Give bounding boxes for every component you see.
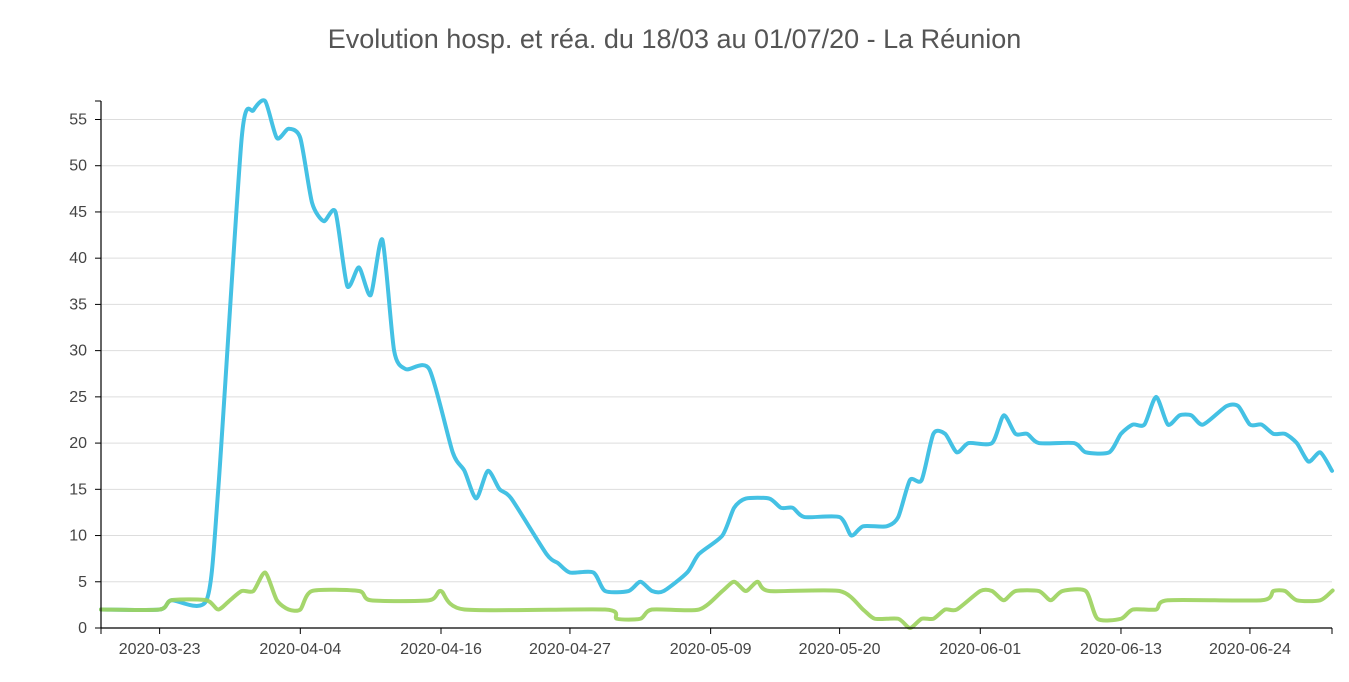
x-tick-label: 2020-04-27: [529, 641, 611, 658]
x-tick-label: 2020-04-16: [400, 641, 482, 658]
y-tick-label: 0: [78, 620, 87, 637]
y-tick-label: 10: [69, 528, 87, 545]
chart-title: Evolution hosp. et réa. du 18/03 au 01/0…: [327, 24, 1022, 54]
x-tick-label: 2020-06-01: [939, 641, 1021, 658]
gridlines: [101, 118, 1332, 583]
x-tick-label: 2020-05-09: [670, 641, 752, 658]
x-tick-label: 2020-06-13: [1080, 641, 1162, 658]
y-tick-label: 5: [78, 574, 87, 591]
series-line-1: [99, 98, 1334, 612]
y-tick-label: 45: [69, 204, 87, 221]
y-tick-label: 15: [69, 481, 87, 498]
x-tick-label: 2020-04-04: [259, 641, 341, 658]
y-tick-label: 30: [69, 343, 87, 360]
y-tick-label: 35: [69, 296, 87, 313]
y-tick-label: 50: [69, 158, 87, 175]
y-tick-label: 55: [69, 111, 87, 128]
y-tick-label: 25: [69, 389, 87, 406]
series-lines: [99, 98, 1335, 630]
series-line-2: [99, 570, 1335, 630]
x-tick-label: 2020-06-24: [1209, 641, 1291, 658]
x-tick-label: 2020-03-23: [119, 641, 201, 658]
y-tick-label: 40: [69, 250, 87, 267]
axes: 0 5 10 15 20 25 30 35 40 45 50 55 2020-03-23 2020-04-…: [69, 100, 1333, 658]
y-tick-label: 20: [69, 435, 87, 452]
x-tick-label: 2020-05-20: [799, 641, 881, 658]
